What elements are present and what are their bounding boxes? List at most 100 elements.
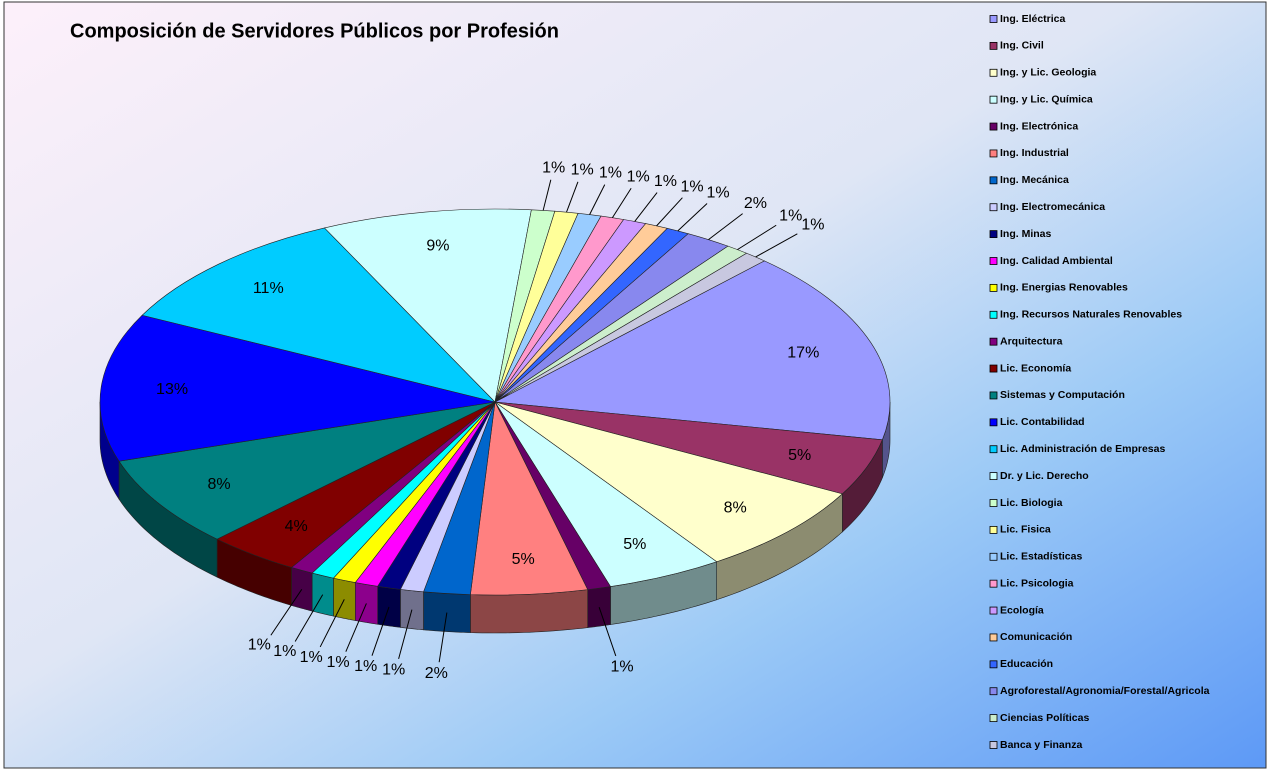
slice-depth bbox=[311, 572, 334, 617]
legend-label: Ing. Energias Renovables bbox=[1000, 282, 1128, 294]
leader-line bbox=[656, 197, 683, 227]
legend-swatch bbox=[989, 149, 998, 158]
slice bbox=[99, 314, 496, 462]
legend-label: Ing. y Lic. Geologia bbox=[1000, 67, 1096, 79]
legend-label: Ing. y Lic. Química bbox=[1000, 93, 1093, 105]
data-label: 2% bbox=[744, 195, 767, 212]
data-label: 1% bbox=[599, 165, 622, 182]
leader-line bbox=[598, 607, 617, 657]
legend-swatch bbox=[989, 606, 998, 615]
legend-swatch bbox=[989, 418, 998, 427]
data-label: 1% bbox=[801, 216, 824, 233]
legend-label: Ing. Eléctrica bbox=[1000, 13, 1066, 25]
legend-label: Ing. Electrónica bbox=[1000, 120, 1078, 132]
leader-line bbox=[611, 187, 632, 218]
legend-swatch bbox=[989, 741, 998, 749]
data-label: 1% bbox=[610, 658, 633, 675]
data-label: 1% bbox=[300, 649, 323, 666]
legend-swatch bbox=[989, 95, 998, 104]
legend-label: Arquitectura bbox=[1000, 335, 1063, 347]
slice-depth bbox=[400, 589, 424, 631]
data-label: 1% bbox=[654, 173, 677, 190]
legend-label: Ciencias Políticas bbox=[1000, 712, 1089, 724]
data-label: 2% bbox=[425, 665, 448, 682]
legend-label: Ing. Recursos Naturales Renovables bbox=[1000, 309, 1182, 321]
data-label: 5% bbox=[512, 551, 535, 568]
legend-label: Lic. Economía bbox=[1000, 362, 1071, 374]
legend-swatch bbox=[989, 633, 998, 642]
legend-swatch bbox=[989, 230, 998, 239]
legend-label: Lic. Psicologia bbox=[1000, 577, 1074, 589]
legend-swatch bbox=[989, 337, 998, 346]
legend-label: Ing. Calidad Ambiental bbox=[1000, 255, 1113, 267]
legend-swatch bbox=[989, 660, 998, 669]
slice-depth bbox=[291, 567, 313, 612]
legend-label: Dr. y Lic. Derecho bbox=[1000, 470, 1089, 482]
slice-depth bbox=[470, 589, 588, 634]
leader-line bbox=[542, 179, 552, 211]
legend-label: Comunicación bbox=[1000, 631, 1072, 643]
data-label: 1% bbox=[542, 160, 565, 177]
legend-label: Sistemas y Computación bbox=[1000, 389, 1125, 401]
legend-label: Agroforestal/Agronomia/Forestal/Agricola bbox=[1000, 685, 1210, 697]
data-label: 5% bbox=[788, 447, 811, 464]
slice bbox=[141, 227, 496, 403]
slice bbox=[494, 401, 843, 563]
legend-swatch bbox=[989, 68, 998, 77]
data-label: 1% bbox=[681, 178, 704, 195]
data-label: 1% bbox=[354, 658, 377, 675]
chart-title: Composición de Servidores Públicos por P… bbox=[70, 20, 559, 42]
slice bbox=[494, 252, 766, 403]
data-label: 1% bbox=[273, 643, 296, 660]
leader-line bbox=[708, 213, 743, 241]
legend-label: Lic. Biologia bbox=[1000, 497, 1063, 509]
legend-swatch bbox=[989, 176, 998, 185]
leader-line bbox=[589, 184, 606, 215]
legend-label: Ing. Electromecánica bbox=[1000, 201, 1105, 213]
data-label: 1% bbox=[627, 168, 650, 185]
legend-swatch bbox=[989, 122, 998, 131]
legend-label: Lic. Fisica bbox=[1000, 524, 1051, 536]
leader-line bbox=[270, 589, 303, 636]
legend-label: Educación bbox=[1000, 658, 1053, 670]
leader-line bbox=[566, 181, 579, 213]
slice-depth bbox=[354, 582, 378, 625]
legend-label: Ecología bbox=[1000, 604, 1044, 616]
leader-line bbox=[398, 609, 413, 660]
legend-swatch bbox=[989, 687, 998, 696]
legend-swatch bbox=[989, 552, 998, 561]
data-label: 1% bbox=[779, 207, 802, 224]
legend-label: Ing. Industrial bbox=[1000, 147, 1069, 159]
leader-line bbox=[737, 224, 777, 251]
data-label: 1% bbox=[571, 162, 594, 179]
legend-label: Ing. Mecánica bbox=[1000, 174, 1069, 186]
data-label: 8% bbox=[724, 499, 747, 516]
leader-line bbox=[438, 612, 448, 663]
legend-swatch bbox=[989, 525, 998, 534]
data-label: 4% bbox=[285, 518, 308, 535]
data-label: 5% bbox=[623, 536, 646, 553]
data-label: 1% bbox=[248, 637, 271, 654]
data-label: 8% bbox=[207, 476, 230, 493]
legend-swatch bbox=[989, 499, 998, 507]
data-label: 1% bbox=[706, 184, 729, 201]
slice bbox=[323, 208, 532, 403]
legend-swatch bbox=[989, 41, 998, 50]
slice-depth bbox=[377, 585, 401, 628]
legend-label: Lic. Administración de Empresas bbox=[1000, 443, 1165, 455]
data-label: 1% bbox=[382, 661, 405, 678]
leader-line bbox=[677, 203, 708, 232]
leader-line bbox=[319, 599, 345, 648]
legend-label: Lic. Contabilidad bbox=[1000, 416, 1085, 428]
legend-label: Ing. Minas bbox=[1000, 228, 1051, 240]
legend-swatch bbox=[989, 472, 998, 481]
leader-line bbox=[345, 603, 367, 652]
legend-swatch bbox=[989, 257, 998, 265]
legend-swatch bbox=[989, 15, 998, 23]
data-label: 13% bbox=[156, 381, 188, 398]
slice bbox=[118, 401, 496, 540]
slice-depth bbox=[423, 591, 471, 633]
legend-label: Banca y Finanza bbox=[1000, 739, 1082, 751]
slice bbox=[493, 260, 891, 441]
